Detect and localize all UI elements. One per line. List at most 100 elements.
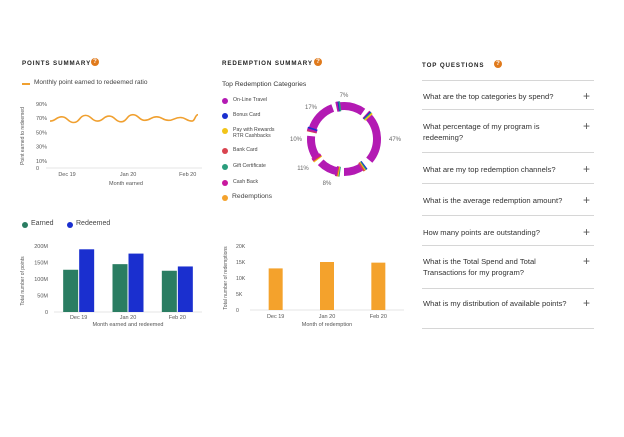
- donut-segment-edge: [358, 161, 366, 172]
- donut-segment: [337, 102, 366, 116]
- question-item[interactable]: What is the Total Spend and Total Transa…: [422, 245, 594, 288]
- questions-list: What are the top categories by spend? + …: [422, 80, 596, 330]
- donut-segment-edge: [364, 112, 373, 121]
- bar-earned: [112, 264, 128, 312]
- question-item[interactable]: What is the average redemption amount? +: [422, 183, 594, 215]
- points-bar-chart: 200M 150M 100M 50M 0 Dec 19 Jan 20 Feb 20 Month …: [20, 244, 202, 328]
- question-item[interactable]: What are the top categories by spend? +: [422, 80, 594, 109]
- line-legend-label: Monthly point earned to redeemed ratio: [34, 79, 148, 86]
- donut-segment-edge: [335, 101, 339, 112]
- y-tick-label: 200M: [34, 244, 48, 250]
- donut-percent-label: 47%: [389, 137, 402, 143]
- redemption-bar-chart: 20K 15K 10K 5K 0 Dec 19 Jan 20 Feb 20 Month of r…: [223, 244, 404, 328]
- bar-earned: [63, 269, 79, 312]
- donut-segment-edge: [337, 101, 341, 112]
- donut-segment-edge: [335, 166, 340, 177]
- donut-segment: [364, 112, 381, 163]
- plus-icon[interactable]: +: [582, 119, 590, 133]
- donut-percent-label: 10%: [290, 137, 303, 143]
- donut-segment-edge: [360, 160, 368, 170]
- x-axis-label: Month of redemption: [302, 322, 352, 328]
- earned-legend-label: Earned: [31, 220, 54, 227]
- redemption-summary-title: REDEMPTION SUMMARY: [222, 60, 313, 67]
- bar-redeemed: [177, 266, 193, 312]
- question-text: How many points are outstanding?: [423, 228, 540, 237]
- donut-segment-edge: [306, 129, 317, 134]
- donut-segment-edge: [311, 153, 321, 160]
- y-tick-label: 70%: [36, 116, 47, 122]
- plus-icon[interactable]: +: [582, 193, 590, 207]
- help-icon[interactable]: ?: [91, 58, 99, 66]
- category-dot: [222, 113, 228, 119]
- donut-percent-label: 11%: [297, 166, 309, 172]
- question-text: What is the Total Spend and Total Transa…: [423, 257, 536, 277]
- donut-segment-edge: [312, 154, 322, 162]
- top-questions-title: TOP QUESTIONS: [422, 62, 485, 69]
- category-item-bonus-card: Bonus Card: [222, 112, 260, 119]
- help-icon[interactable]: ?: [494, 60, 502, 68]
- y-tick-label: 10%: [36, 159, 47, 165]
- x-tick-label: Jan 20: [120, 172, 137, 178]
- question-item[interactable]: How many points are outstanding? +: [422, 215, 594, 245]
- question-text: What are my top redemption channels?: [423, 165, 556, 174]
- category-dot: [222, 180, 228, 186]
- x-tick-label: Dec 19: [70, 315, 87, 321]
- x-axis-label: Month earned and redeemed: [93, 322, 164, 328]
- bar-redemptions: [268, 268, 283, 310]
- x-axis-label: Month earned: [109, 181, 143, 187]
- points-summary-title: POINTS SUMMARY: [22, 60, 92, 67]
- donut-segment-edge: [307, 127, 318, 132]
- x-tick-label: Jan 20: [319, 314, 336, 320]
- donut-segment-edge: [363, 111, 372, 120]
- category-label: Pay with Rewards RTR Cashbacks: [233, 127, 275, 140]
- category-label: Bank Card: [233, 147, 258, 153]
- help-icon[interactable]: ?: [314, 58, 322, 66]
- y-tick-label: 0: [36, 166, 39, 172]
- y-tick-label: 100M: [34, 277, 48, 283]
- donut-segment-edge: [358, 162, 365, 172]
- plus-icon[interactable]: +: [582, 254, 590, 268]
- y-tick-label: 90%: [36, 102, 47, 108]
- redeemed-legend-label: Redeemed: [76, 220, 111, 227]
- legend-line-swatch: [22, 83, 30, 85]
- question-item[interactable]: What percentage of my program is redeemi…: [422, 109, 594, 152]
- donut-segment-edge: [336, 166, 341, 177]
- category-dot: [222, 98, 228, 104]
- x-tick-label: Dec 19: [267, 314, 284, 320]
- donut-segment-edge: [313, 155, 323, 163]
- donut-segment-edge: [337, 166, 341, 177]
- donut-segment-edge: [307, 128, 318, 133]
- plus-icon[interactable]: +: [582, 89, 590, 103]
- y-tick-label: 150M: [34, 261, 48, 267]
- category-label: Gift Certificate: [233, 163, 266, 169]
- donut-percent-label: 8%: [323, 181, 332, 187]
- category-legend: On-Line Travel Bonus Card Pay with Rewar…: [222, 97, 302, 207]
- y-tick-label: 30%: [36, 145, 47, 151]
- plus-icon[interactable]: +: [582, 225, 590, 239]
- question-item[interactable]: What are my top redemption channels? +: [422, 152, 594, 183]
- x-tick-label: Feb 20: [370, 314, 387, 320]
- donut-segment-edge: [334, 166, 339, 177]
- donut-segment-edge: [311, 153, 322, 161]
- redemption-donut-chart: 7% 47% 8% 11% 10% 17%: [290, 93, 402, 187]
- plus-icon[interactable]: +: [582, 162, 590, 176]
- bar-redemptions: [371, 262, 386, 310]
- category-item-pay-with-rewards: Pay with Rewards RTR Cashbacks: [222, 127, 275, 139]
- y-tick-label: 15K: [236, 260, 246, 266]
- redeemed-legend-dot: [67, 222, 73, 228]
- category-item-cash-back: Cash Back: [222, 179, 258, 186]
- question-text: What percentage of my program is redeemi…: [423, 122, 540, 142]
- plus-icon[interactable]: +: [582, 296, 590, 310]
- y-tick-label: 10K: [236, 276, 246, 282]
- x-tick-label: Dec 19: [58, 172, 75, 178]
- y-tick-label: 0: [236, 308, 239, 314]
- category-label: Cash Back: [233, 179, 259, 185]
- redemptions-legend-dot: [222, 195, 228, 201]
- category-label: Bonus Card: [233, 112, 261, 118]
- category-dot: [222, 148, 228, 154]
- donut-segment-edge: [359, 161, 367, 171]
- question-item[interactable]: What is my distribution of available poi…: [422, 288, 594, 329]
- category-dot: [222, 164, 228, 170]
- y-axis-label: Point earned to redeemed: [20, 107, 26, 165]
- x-tick-label: Jan 20: [120, 315, 137, 321]
